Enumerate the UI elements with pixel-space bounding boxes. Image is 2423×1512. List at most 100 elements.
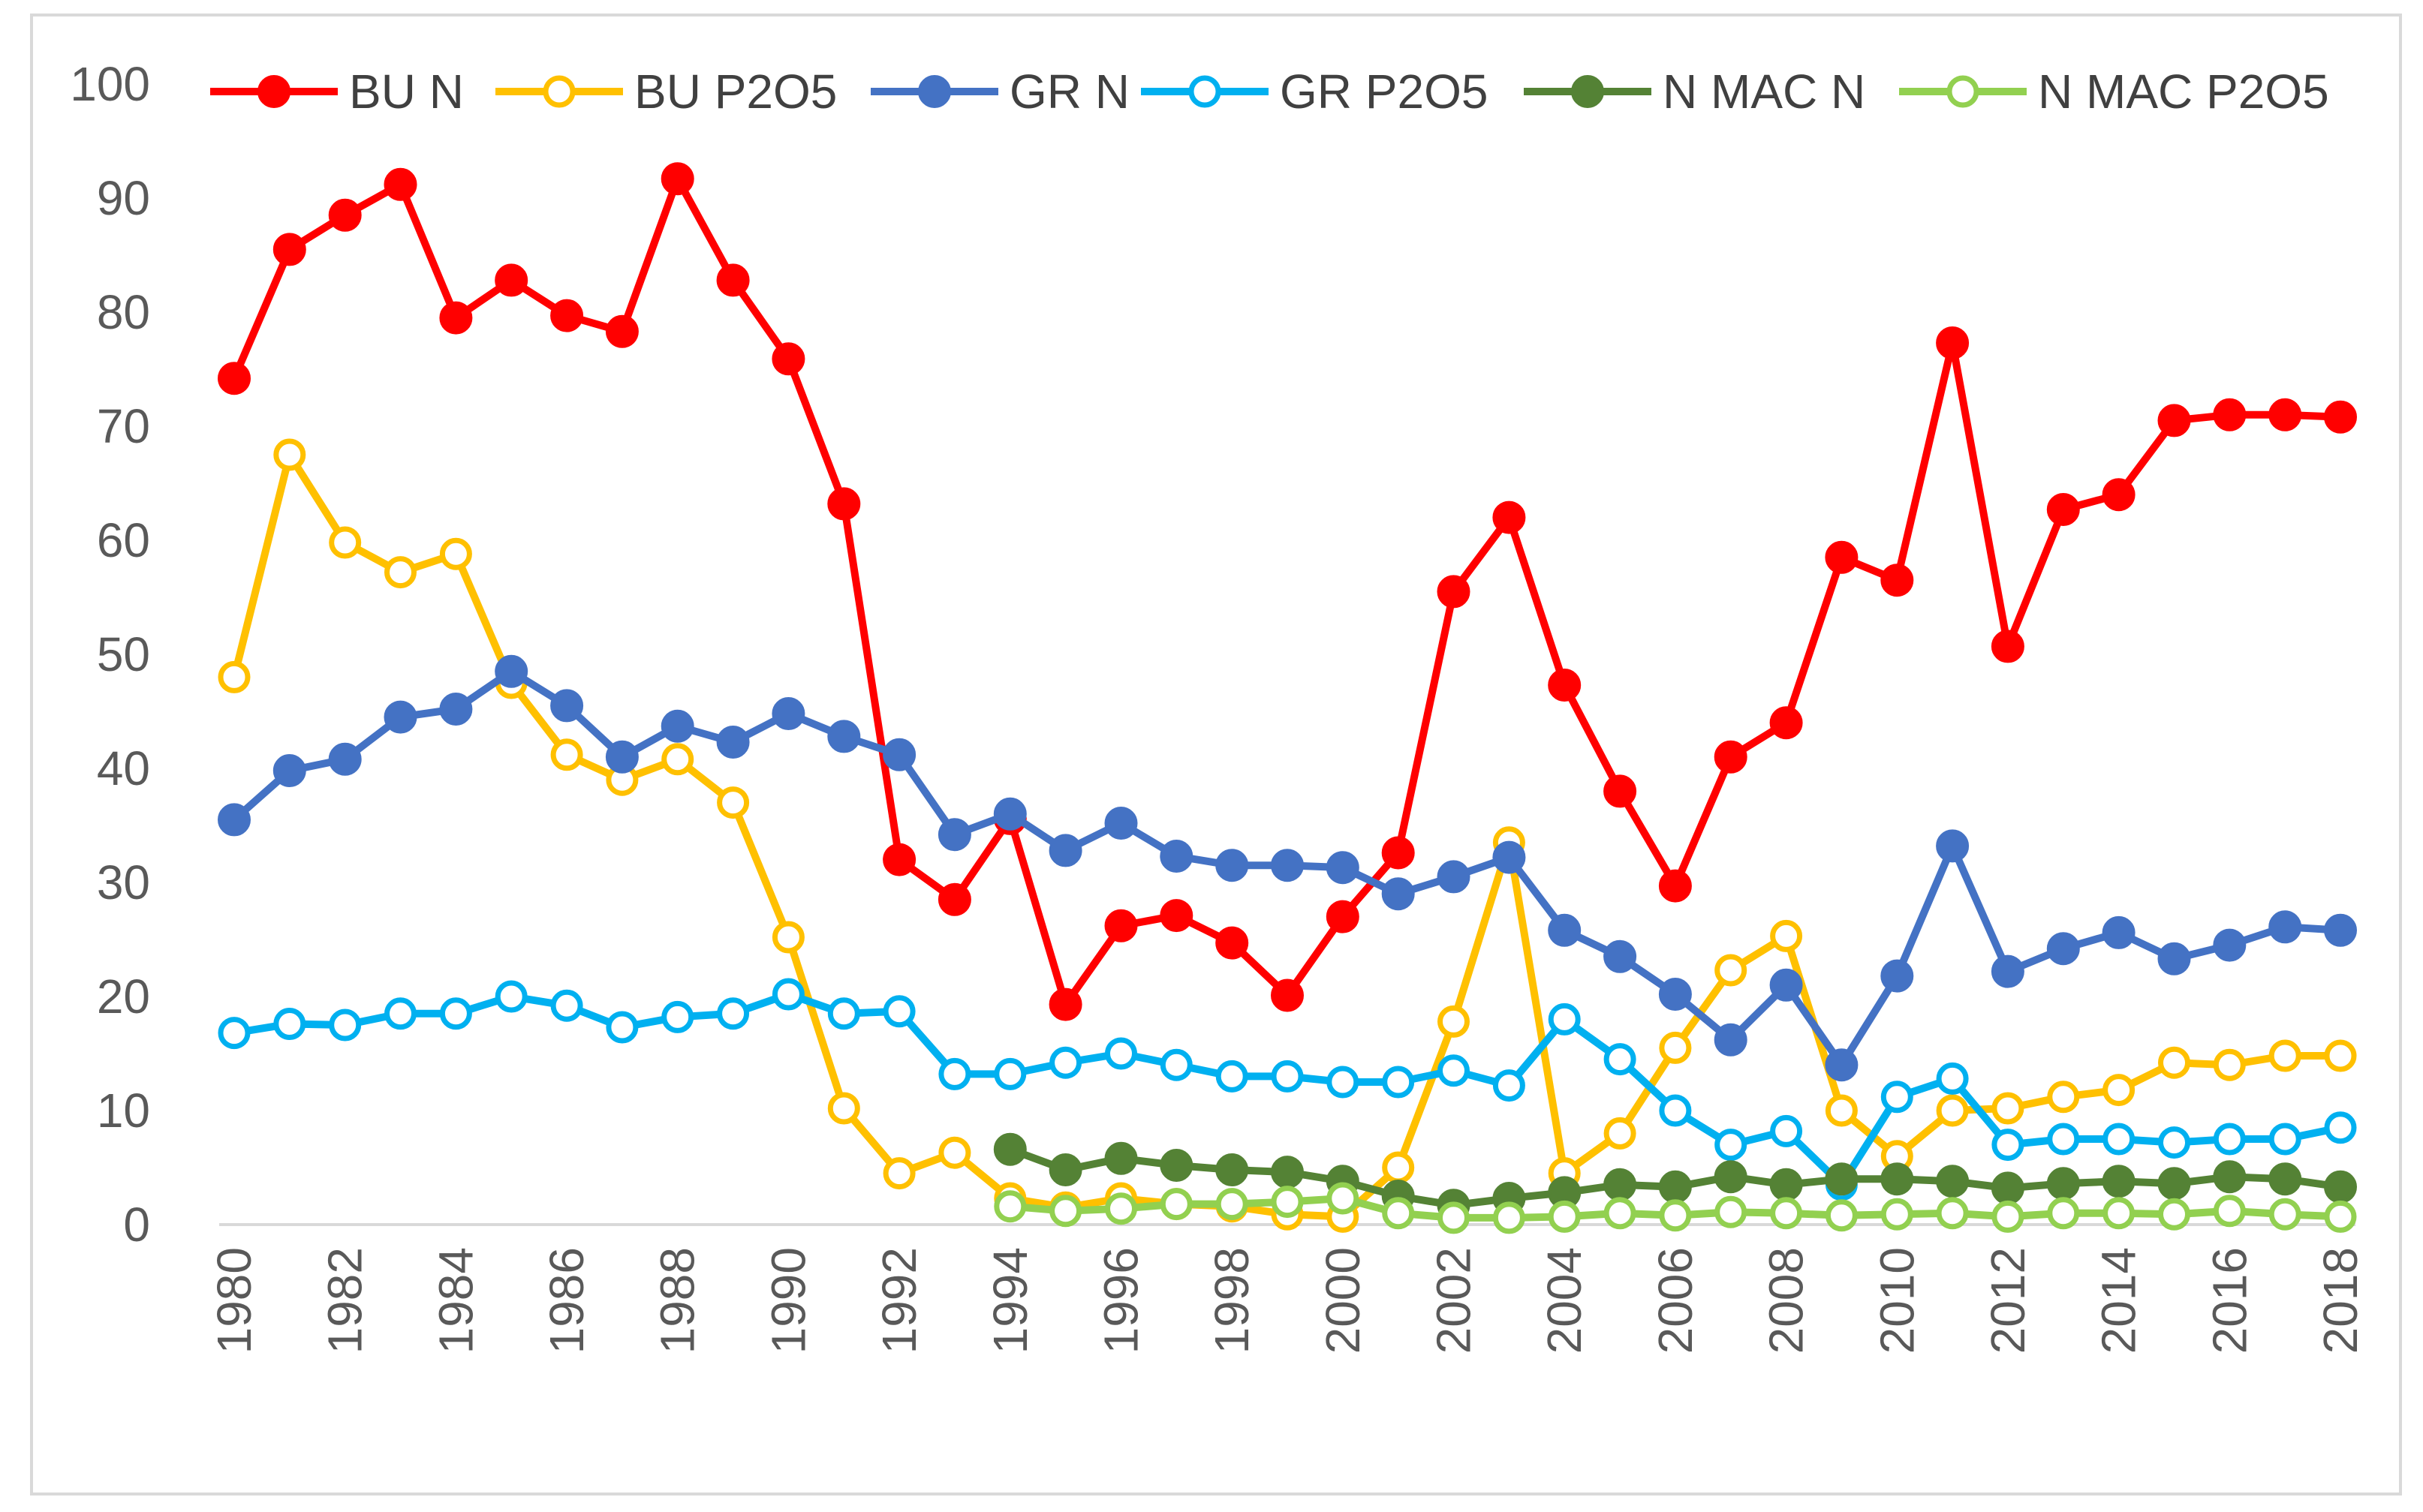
data-point: [384, 997, 417, 1030]
y-tick-label: 0: [123, 1198, 150, 1252]
series-bu-p2o5: [218, 438, 2357, 1233]
data-point: [1991, 954, 2024, 988]
data-point: [1271, 978, 1304, 1012]
data-point: [273, 438, 306, 471]
data-point: [1991, 1129, 2024, 1162]
x-tick-label: 1984: [429, 1247, 483, 1354]
legend-label: N MAC P2O5: [2038, 65, 2329, 119]
data-point: [1770, 1114, 1803, 1147]
x-tick-label: 1988: [651, 1247, 705, 1354]
data-point: [772, 921, 805, 954]
data-point: [1492, 500, 1526, 534]
data-point: [717, 997, 750, 1030]
data-point: [1326, 900, 1359, 933]
data-point: [1770, 919, 1803, 952]
data-point: [329, 526, 362, 559]
data-point: [273, 1008, 306, 1040]
x-tick-label: 2010: [1870, 1247, 1924, 1354]
data-point: [1104, 1141, 1138, 1175]
data-point: [717, 786, 750, 819]
data-point: [1603, 1117, 1636, 1150]
data-point: [1215, 1060, 1248, 1093]
chart-frame: [30, 14, 2402, 1495]
data-point: [1714, 1023, 1747, 1057]
x-tick-label: 1990: [761, 1247, 815, 1354]
series-gr-n: [218, 654, 2357, 1082]
data-point: [495, 654, 528, 688]
data-point: [1437, 860, 1470, 894]
data-point: [883, 843, 917, 876]
legend-label: BU N: [349, 65, 464, 119]
data-point: [993, 1132, 1027, 1166]
data-point: [2157, 1167, 2191, 1201]
data-point: [1659, 1094, 1692, 1127]
data-point: [1215, 926, 1249, 960]
data-point: [1049, 987, 1082, 1021]
data-point: [384, 700, 417, 734]
data-point: [2213, 1160, 2247, 1194]
data-point: [1936, 829, 1970, 863]
data-point: [1880, 1198, 1913, 1231]
series-n-mac-p2o5: [994, 1182, 2357, 1234]
data-point: [716, 263, 750, 297]
y-tick-label: 60: [97, 513, 150, 567]
y-tick-label: 80: [97, 285, 150, 339]
data-point: [1271, 1060, 1304, 1093]
data-point: [1271, 1186, 1304, 1219]
data-point: [1326, 851, 1359, 885]
data-point: [1991, 1171, 2024, 1205]
data-point: [1160, 1149, 1193, 1182]
data-point: [2324, 1170, 2357, 1204]
data-point: [272, 754, 306, 787]
data-point: [2102, 1197, 2136, 1230]
data-point: [1714, 740, 1747, 774]
data-point: [938, 1057, 971, 1090]
data-point: [2213, 1195, 2246, 1228]
data-point: [1880, 564, 1914, 597]
data-point: [605, 314, 639, 348]
x-tick-label: 1992: [872, 1247, 926, 1354]
data-point: [1880, 959, 1914, 993]
data-point: [2102, 915, 2136, 949]
legend-item: GR P2O5: [1141, 65, 1488, 119]
data-point: [1603, 1197, 1636, 1230]
data-point: [2213, 1123, 2246, 1156]
data-point: [1714, 954, 1747, 987]
x-tick-label: 1998: [1205, 1247, 1259, 1354]
data-point: [550, 989, 583, 1022]
data-point: [1769, 706, 1803, 740]
data-point: [1658, 1170, 1692, 1204]
data-point: [2268, 1123, 2301, 1156]
data-point: [1271, 849, 1304, 882]
data-point: [2157, 404, 2191, 437]
data-point: [495, 263, 528, 297]
data-point: [329, 1009, 362, 1042]
data-point: [1825, 1162, 1859, 1196]
data-point: [1326, 1066, 1359, 1099]
data-point: [827, 720, 861, 753]
data-point: [661, 709, 694, 743]
data-point: [1936, 1197, 1969, 1230]
data-point: [1492, 1069, 1525, 1102]
data-point: [1714, 1195, 1747, 1228]
legend-item: BU N: [210, 65, 464, 119]
data-point: [2047, 1081, 2080, 1114]
data-point: [2102, 1165, 2136, 1198]
data-point: [2268, 910, 2302, 944]
data-point: [2213, 1048, 2246, 1081]
data-point: [2046, 493, 2080, 526]
data-point: [1659, 1031, 1692, 1064]
x-tick-label: 2016: [2202, 1247, 2256, 1354]
data-point: [328, 198, 362, 232]
data-point: [1658, 978, 1692, 1011]
data-point: [1215, 1188, 1248, 1221]
data-point: [384, 167, 417, 201]
y-tick-label: 90: [97, 171, 150, 225]
data-point: [827, 1092, 860, 1125]
data-point: [1437, 1201, 1470, 1234]
x-tick-label: 2012: [1981, 1247, 2035, 1354]
legend-swatch-marker: [1946, 75, 1979, 108]
y-tick-label: 10: [97, 1084, 150, 1138]
data-point: [1658, 869, 1692, 903]
